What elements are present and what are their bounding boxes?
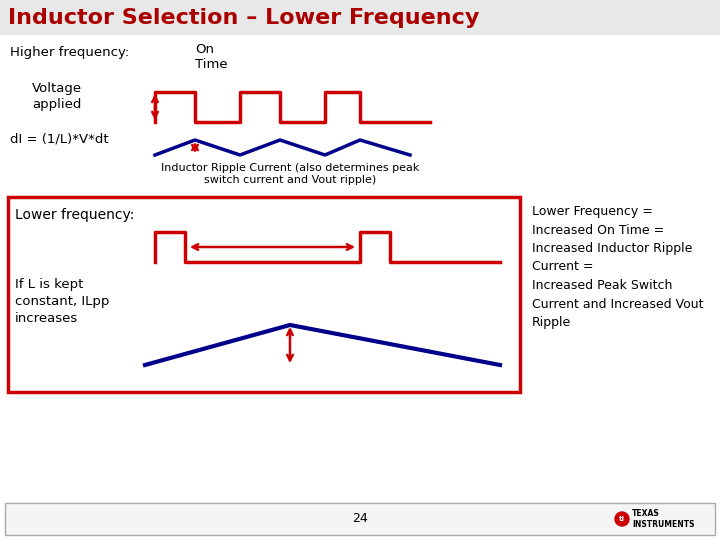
Circle shape	[615, 512, 629, 526]
Text: Inductor Ripple Current (also determines peak
switch current and Vout ripple): Inductor Ripple Current (also determines…	[161, 163, 419, 185]
Text: Lower frequency:: Lower frequency:	[15, 208, 135, 222]
Text: Higher frequency:: Higher frequency:	[10, 46, 130, 59]
FancyBboxPatch shape	[5, 503, 715, 535]
Text: dI = (1/L)*V*dt: dI = (1/L)*V*dt	[10, 132, 109, 145]
Text: ti: ti	[619, 516, 625, 522]
FancyBboxPatch shape	[8, 197, 520, 392]
Text: Voltage
applied: Voltage applied	[32, 82, 82, 111]
Text: TEXAS
INSTRUMENTS: TEXAS INSTRUMENTS	[632, 509, 695, 529]
Text: Inductor Selection – Lower Frequency: Inductor Selection – Lower Frequency	[8, 8, 480, 28]
Text: On
Time: On Time	[195, 43, 228, 71]
Text: 24: 24	[352, 512, 368, 525]
FancyBboxPatch shape	[0, 0, 720, 35]
Text: Lower Frequency =
Increased On Time =
Increased Inductor Ripple
Current =
Increa: Lower Frequency = Increased On Time = In…	[532, 205, 703, 329]
Text: If L is kept
constant, ILpp
increases: If L is kept constant, ILpp increases	[15, 278, 109, 325]
